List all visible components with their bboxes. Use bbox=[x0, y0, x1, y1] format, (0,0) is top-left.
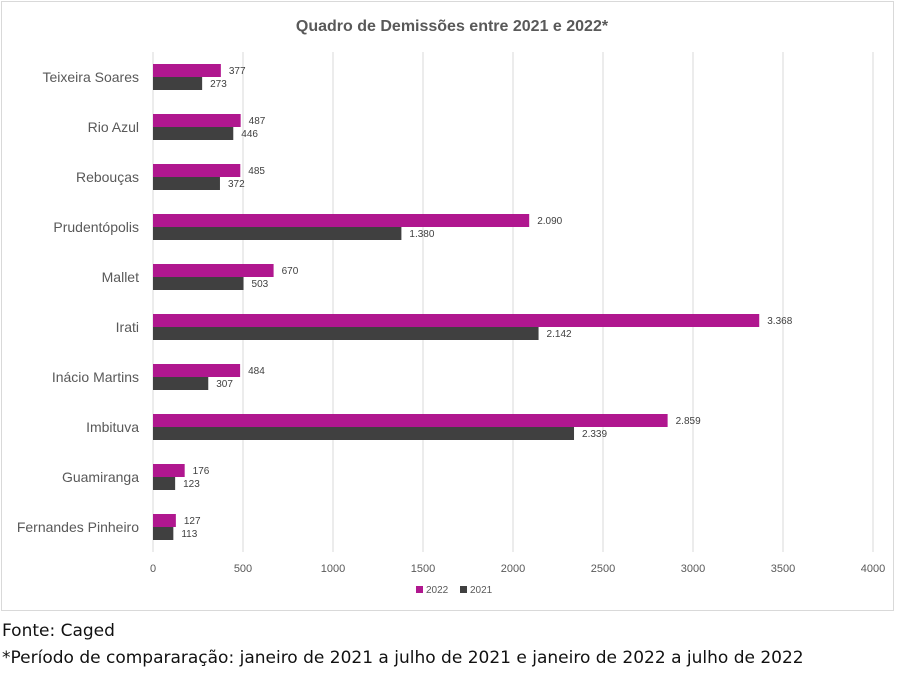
bar-2022 bbox=[153, 414, 668, 427]
category-label: Mallet bbox=[102, 269, 139, 285]
data-label: 485 bbox=[248, 166, 265, 177]
bar-2022 bbox=[153, 264, 274, 277]
data-label: 2.339 bbox=[582, 429, 607, 440]
data-label: 2.859 bbox=[676, 416, 701, 427]
category-label: Rio Azul bbox=[88, 119, 139, 135]
data-label: 484 bbox=[248, 366, 265, 377]
data-label: 446 bbox=[241, 129, 258, 140]
x-tick-label: 0 bbox=[150, 563, 156, 575]
data-label: 503 bbox=[252, 279, 269, 290]
data-label: 2.142 bbox=[547, 329, 572, 340]
bar-2022 bbox=[153, 164, 241, 177]
bar-2022 bbox=[153, 64, 221, 77]
category-label: Imbituva bbox=[86, 419, 139, 435]
data-label: 3.368 bbox=[767, 316, 792, 327]
bar-2021 bbox=[153, 327, 539, 340]
bar-2021 bbox=[153, 477, 176, 490]
bar-2022 bbox=[153, 214, 530, 227]
legend-label: 2021 bbox=[470, 585, 493, 596]
x-tick-label: 4000 bbox=[861, 563, 885, 575]
category-label: Rebouças bbox=[76, 169, 139, 185]
legend-swatch-2022 bbox=[416, 586, 423, 593]
category-label: Guamiranga bbox=[62, 469, 139, 485]
bar-2021 bbox=[153, 227, 402, 240]
x-tick-label: 3000 bbox=[681, 563, 705, 575]
data-label: 1.380 bbox=[409, 229, 434, 240]
data-label: 307 bbox=[216, 379, 233, 390]
bar-2021 bbox=[153, 127, 234, 140]
data-label: 377 bbox=[229, 66, 246, 77]
category-label: Fernandes Pinheiro bbox=[17, 519, 139, 535]
data-label: 123 bbox=[183, 479, 200, 490]
bar-2022 bbox=[153, 114, 241, 127]
bar-2021 bbox=[153, 177, 220, 190]
bar-2021 bbox=[153, 527, 174, 540]
category-label: Prudentópolis bbox=[53, 219, 139, 235]
data-label: 670 bbox=[282, 266, 299, 277]
bar-2022 bbox=[153, 364, 241, 377]
bar-chart: Quadro de Demissões entre 2021 e 2022* 0… bbox=[17, 18, 885, 596]
data-label: 176 bbox=[193, 466, 210, 477]
legend-label: 2022 bbox=[426, 585, 449, 596]
x-tick-label: 1000 bbox=[321, 563, 345, 575]
data-label: 487 bbox=[249, 116, 266, 127]
x-tick-label: 500 bbox=[234, 563, 252, 575]
chart-container: Quadro de Demissões entre 2021 e 2022* 0… bbox=[1, 1, 894, 611]
legend-swatch-2021 bbox=[460, 586, 467, 593]
x-tick-label: 3500 bbox=[771, 563, 795, 575]
bar-2022 bbox=[153, 514, 176, 527]
bar-2021 bbox=[153, 277, 244, 290]
bar-2022 bbox=[153, 464, 185, 477]
source-note: Fonte: Caged bbox=[2, 621, 115, 641]
category-label: Teixeira Soares bbox=[43, 69, 140, 85]
bar-2021 bbox=[153, 427, 575, 440]
data-label: 113 bbox=[181, 529, 197, 540]
data-label: 127 bbox=[184, 516, 201, 527]
bar-2022 bbox=[153, 314, 760, 327]
bar-2021 bbox=[153, 77, 203, 90]
x-tick-label: 1500 bbox=[411, 563, 435, 575]
chart-title: Quadro de Demissões entre 2021 e 2022* bbox=[296, 18, 609, 35]
data-label: 372 bbox=[228, 179, 245, 190]
data-label: 2.090 bbox=[537, 216, 562, 227]
x-tick-label: 2000 bbox=[501, 563, 525, 575]
x-tick-label: 2500 bbox=[591, 563, 615, 575]
category-label: Irati bbox=[116, 319, 139, 335]
period-note: *Período de compararação: janeiro de 202… bbox=[2, 648, 804, 668]
bar-2021 bbox=[153, 377, 209, 390]
category-label: Inácio Martins bbox=[52, 369, 139, 385]
data-label: 273 bbox=[210, 79, 227, 90]
